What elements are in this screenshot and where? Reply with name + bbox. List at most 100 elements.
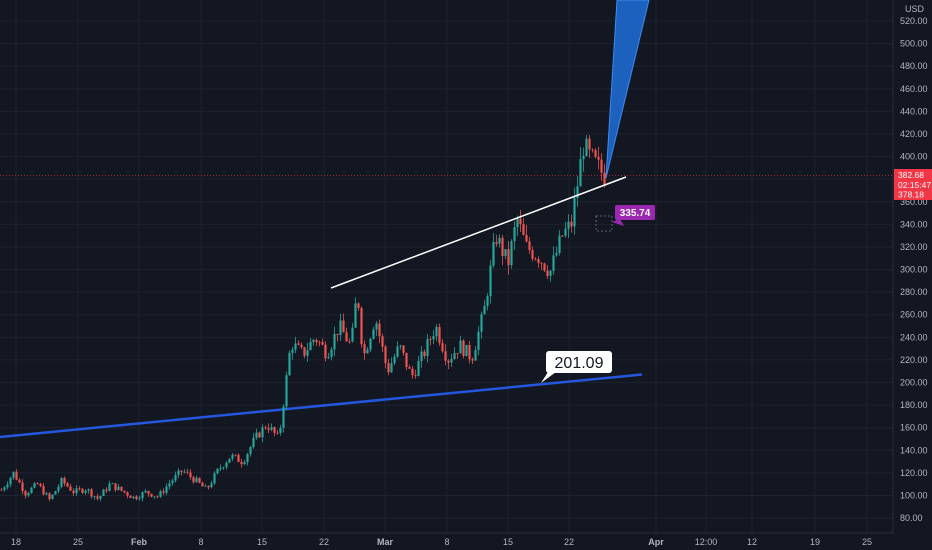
candle-body	[597, 156, 600, 160]
candle-body	[450, 358, 453, 363]
price-tick-label: 420.00	[900, 129, 928, 139]
candle-body	[6, 484, 9, 488]
candle-body	[489, 265, 492, 297]
candle-body	[111, 483, 114, 485]
candle-body	[48, 493, 51, 500]
candle-body	[105, 489, 108, 491]
support-trendline[interactable]	[0, 373, 643, 439]
candle-body	[159, 491, 162, 497]
price-axis-panel[interactable]	[893, 0, 932, 550]
candle-body	[282, 406, 285, 428]
candle-body	[429, 339, 432, 340]
candle-body	[69, 486, 72, 491]
candle-body	[213, 473, 216, 484]
candle-body	[531, 250, 534, 259]
candle-body	[384, 346, 387, 364]
callout-purple-text: 335.74	[620, 208, 651, 219]
candle-body	[573, 197, 576, 227]
candle-body	[36, 483, 39, 485]
candle-body	[345, 332, 348, 342]
price-tick-label: 460.00	[900, 84, 928, 94]
candle-body	[423, 351, 426, 357]
candle-body	[396, 346, 399, 357]
candle-body	[84, 490, 87, 493]
time-tick-label: Apr	[648, 537, 664, 547]
grid-vertical	[15, 0, 868, 533]
candle-body	[267, 428, 270, 430]
candle-body	[288, 352, 291, 376]
candle-body	[537, 259, 540, 263]
candle-body	[114, 483, 117, 491]
candle-body	[399, 345, 402, 347]
candle-body	[357, 303, 360, 309]
candle-body	[147, 491, 150, 494]
candle-body	[354, 303, 357, 328]
time-axis-panel[interactable]	[0, 533, 932, 550]
candle-body	[507, 249, 510, 266]
candle-body	[192, 477, 195, 483]
candle-body	[321, 342, 324, 345]
candle-body	[588, 138, 591, 150]
candle-body	[432, 336, 435, 340]
candle-body	[414, 375, 417, 376]
candle-body	[33, 483, 36, 488]
candle-body	[180, 470, 183, 472]
candle-body	[549, 270, 552, 276]
time-axis-labels: 18 25 Feb 8 15 22 Mar 8 15 22 Apr 12:00 12 19 25	[11, 537, 872, 547]
price-tick-label: 140.00	[900, 445, 928, 455]
candle-body	[510, 241, 513, 266]
candle-body	[27, 493, 30, 496]
candle-body	[120, 486, 123, 491]
price-tick-label: 520.00	[900, 16, 928, 26]
candle-body	[492, 241, 495, 266]
candle-body	[375, 323, 378, 330]
candle-body	[351, 327, 354, 342]
candle-body	[45, 493, 48, 495]
low-price-value: 378.18	[898, 190, 924, 200]
candle-body	[99, 495, 102, 499]
candle-body	[336, 333, 339, 335]
candle-body	[516, 218, 519, 228]
price-tick-label: 360.00	[900, 197, 928, 207]
candle-body	[339, 320, 342, 335]
candle-body	[381, 336, 384, 347]
price-callout-purple[interactable]: 335.74	[595, 205, 655, 232]
candle-body	[579, 159, 582, 187]
candle-body	[393, 356, 396, 364]
candle-body	[279, 427, 282, 433]
price-tick-label: 280.00	[900, 287, 928, 297]
candle-body	[132, 496, 135, 498]
candle-body	[42, 486, 45, 495]
price-callout-white[interactable]: 201.09	[541, 351, 612, 383]
candle-body	[300, 344, 303, 348]
price-tick-label: 120.00	[900, 468, 928, 478]
candle-body	[54, 491, 57, 495]
candle-body	[24, 490, 27, 496]
candle-body	[141, 492, 144, 499]
candle-body	[174, 474, 177, 481]
projection-wedge[interactable]	[605, 0, 650, 179]
candle-body	[519, 218, 522, 225]
time-tick-label: 25	[862, 537, 872, 547]
candle-body	[165, 486, 168, 493]
resistance-trendline[interactable]	[330, 176, 627, 289]
candle-body	[21, 482, 24, 491]
candle-body	[66, 483, 69, 487]
candle-body	[228, 458, 231, 463]
candle-body	[252, 437, 255, 448]
price-tick-label: 340.00	[900, 219, 928, 229]
candle-body	[441, 343, 444, 352]
time-tick-label: Mar	[377, 537, 394, 547]
candle-body	[240, 461, 243, 465]
candle-body	[237, 454, 240, 462]
candle-body	[453, 353, 456, 359]
price-tick-label: 180.00	[900, 400, 928, 410]
candle-body	[324, 344, 327, 359]
candle-body	[564, 228, 567, 236]
candle-body	[255, 432, 258, 438]
candle-body	[222, 467, 225, 469]
candle-body	[216, 468, 219, 474]
candle-body	[462, 340, 465, 357]
